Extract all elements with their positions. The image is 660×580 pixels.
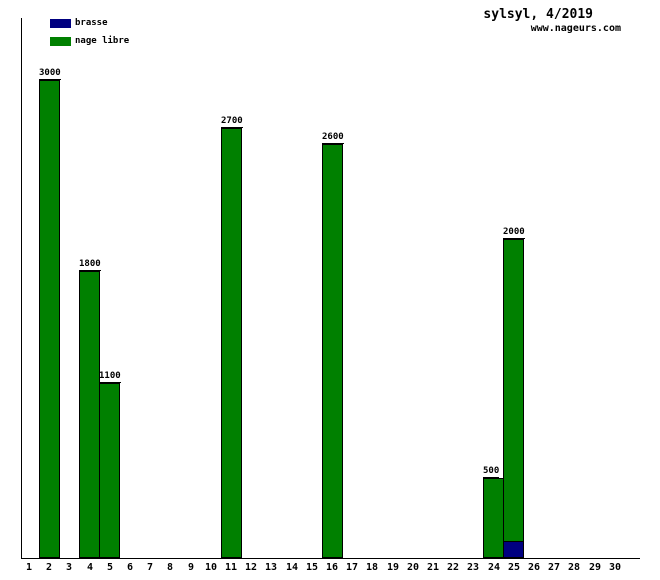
- x-axis-label-8: 8: [166, 562, 174, 573]
- x-axis-label-28: 28: [567, 562, 581, 573]
- x-axis-label-26: 26: [527, 562, 541, 573]
- x-axis-label-25: 25: [507, 562, 521, 573]
- chart-title: sylsyl, 4/2019: [483, 7, 593, 22]
- x-axis-label-4: 4: [86, 562, 94, 573]
- bar-segment-nage-libre: [484, 479, 503, 557]
- x-axis-label-12: 12: [244, 562, 258, 573]
- x-axis-label-29: 29: [588, 562, 602, 573]
- x-axis-label-30: 30: [608, 562, 622, 573]
- bar-segment-nage-libre: [323, 145, 342, 557]
- x-axis-label-21: 21: [426, 562, 440, 573]
- bar-value-label-day-16: 2600: [322, 132, 344, 144]
- website-text: www.nageurs.com: [530, 23, 621, 34]
- legend-item-nage-libre: nage libre: [50, 37, 129, 46]
- bar-segment-brasse: [504, 541, 523, 557]
- x-axis-label-2: 2: [45, 562, 53, 573]
- x-axis-label-24: 24: [487, 562, 501, 573]
- x-axis-label-3: 3: [65, 562, 73, 573]
- x-axis-label-14: 14: [285, 562, 299, 573]
- bar-value-label-day-5: 1100: [99, 371, 121, 383]
- x-axis-label-11: 11: [224, 562, 238, 573]
- bar-value-label-day-25: 2000: [503, 227, 525, 239]
- y-axis: [21, 18, 22, 558]
- bar-day-25: [503, 239, 524, 558]
- x-axis-label-6: 6: [126, 562, 134, 573]
- x-axis-label-22: 22: [446, 562, 460, 573]
- bar-day-5: [99, 383, 120, 558]
- x-axis-label-23: 23: [466, 562, 480, 573]
- bar-value-label-day-4: 1800: [79, 259, 101, 271]
- bar-value-label-day-24: 500: [483, 466, 500, 478]
- legend-label-nage-libre: nage libre: [75, 36, 130, 46]
- x-axis-label-7: 7: [146, 562, 154, 573]
- bar-segment-nage-libre: [504, 240, 523, 541]
- bar-day-16: [322, 144, 343, 558]
- legend: brasse nage libre: [50, 19, 129, 55]
- x-axis-label-13: 13: [264, 562, 278, 573]
- bar-day-24: [483, 478, 504, 558]
- legend-swatch-nage-libre: [50, 37, 71, 46]
- bar-value-label-day-11: 2700: [221, 116, 243, 128]
- bar-value-label-day-2: 3000: [39, 68, 61, 80]
- bar-day-11: [221, 128, 242, 558]
- legend-item-brasse: brasse: [50, 19, 129, 28]
- x-axis-label-1: 1: [25, 562, 33, 573]
- x-axis-label-18: 18: [365, 562, 379, 573]
- bar-segment-nage-libre: [80, 272, 99, 557]
- bar-day-4: [79, 271, 100, 558]
- legend-swatch-brasse: [50, 19, 71, 28]
- x-axis-label-10: 10: [204, 562, 218, 573]
- x-axis-label-20: 20: [406, 562, 420, 573]
- x-axis: [21, 558, 640, 559]
- bar-segment-nage-libre: [100, 384, 119, 557]
- x-axis-label-15: 15: [305, 562, 319, 573]
- bar-segment-nage-libre: [222, 129, 241, 557]
- x-axis-label-19: 19: [386, 562, 400, 573]
- x-axis-label-16: 16: [325, 562, 339, 573]
- x-axis-label-27: 27: [547, 562, 561, 573]
- x-axis-label-9: 9: [187, 562, 195, 573]
- x-axis-label-5: 5: [106, 562, 114, 573]
- bar-day-2: [39, 80, 60, 558]
- x-axis-label-17: 17: [345, 562, 359, 573]
- legend-label-brasse: brasse: [75, 18, 108, 28]
- bar-segment-nage-libre: [40, 81, 59, 557]
